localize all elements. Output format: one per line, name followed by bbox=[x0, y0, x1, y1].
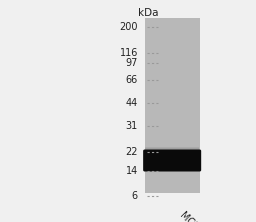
Text: 6: 6 bbox=[132, 191, 138, 201]
FancyBboxPatch shape bbox=[145, 147, 199, 153]
Text: 97: 97 bbox=[126, 58, 138, 68]
FancyBboxPatch shape bbox=[143, 149, 201, 172]
Bar bbox=[145, 18, 200, 193]
Text: 14: 14 bbox=[126, 166, 138, 176]
Text: 116: 116 bbox=[120, 48, 138, 58]
Text: 44: 44 bbox=[126, 98, 138, 108]
Text: 66: 66 bbox=[126, 75, 138, 85]
Text: 31: 31 bbox=[126, 121, 138, 131]
Text: MCF-7: MCF-7 bbox=[178, 210, 207, 222]
Text: 200: 200 bbox=[120, 22, 138, 32]
Text: 22: 22 bbox=[125, 147, 138, 157]
Text: kDa: kDa bbox=[138, 8, 158, 18]
